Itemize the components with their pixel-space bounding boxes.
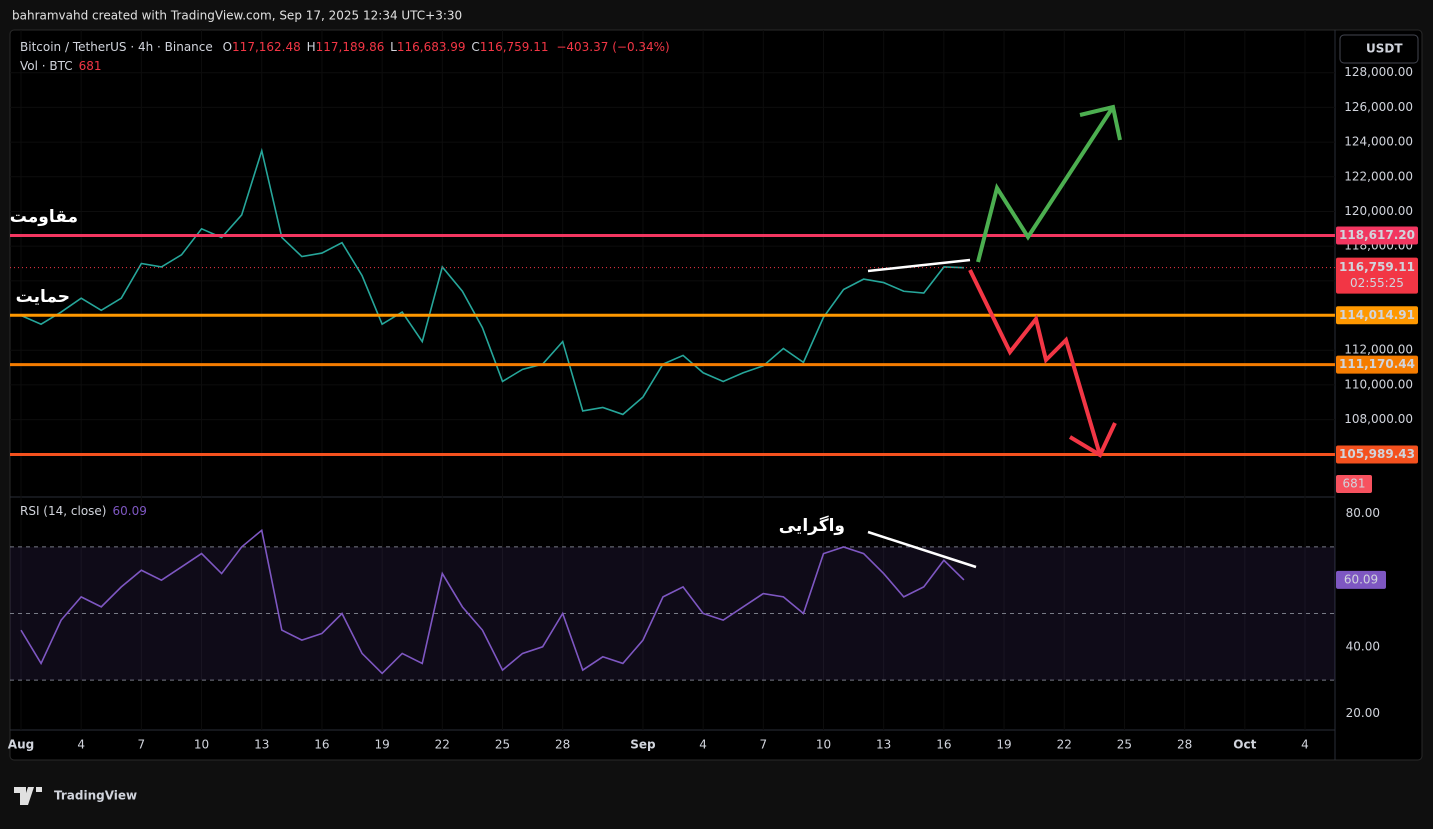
x-tick-label: 4 [1301, 738, 1309, 752]
y-tick-label: 108,000.00 [1344, 412, 1413, 426]
series-line [20, 528, 965, 675]
x-tick-label: 7 [759, 738, 767, 752]
symbol: Bitcoin / TetherUS · 4h · Binance [20, 40, 213, 54]
legend: Bitcoin / TetherUS · 4h · Binance O117,1… [20, 40, 670, 54]
level-label: 105,989.43 [1339, 447, 1415, 461]
close-label: C [471, 40, 479, 54]
volume: 681 [79, 59, 102, 73]
y-tick-label: 128,000.00 [1344, 65, 1413, 79]
volume-badge: 681 [1343, 477, 1366, 491]
volume-legend: Vol · BTC 681 [20, 59, 102, 73]
y-tick-label: 124,000.00 [1344, 135, 1413, 149]
x-tick-label: 19 [996, 738, 1011, 752]
bear-arrow [968, 269, 1102, 456]
rsi-label: RSI (14, close) [20, 504, 106, 518]
x-tick-label: 16 [936, 738, 951, 752]
last-price-box [1336, 257, 1418, 294]
support-label: حمایت [16, 287, 70, 307]
rsi-last-box [1336, 570, 1386, 589]
x-tick-label: 10 [194, 738, 209, 752]
level-box [1336, 306, 1418, 325]
x-tick-label: 10 [816, 738, 831, 752]
rsi-legend: RSI (14, close) 60.09 [20, 504, 147, 518]
x-tick-label: Aug [8, 738, 34, 752]
x-tick-label: 19 [374, 738, 389, 752]
volume-box [1336, 475, 1372, 493]
y-tick-label: 112,000.00 [1344, 343, 1413, 357]
x-tick-label: Sep [630, 738, 656, 752]
brand-name: TradingView [54, 789, 137, 803]
x-tick-label: 28 [1177, 738, 1192, 752]
bull-arrow [976, 105, 1115, 263]
level-box [1336, 445, 1418, 464]
last-price-label: 116,759.11 [1339, 260, 1415, 274]
x-tick-label: 28 [555, 738, 570, 752]
level-box [1336, 226, 1418, 245]
x-tick-label: 25 [495, 738, 510, 752]
x-tick-label: 4 [77, 738, 85, 752]
rsi-value: 60.09 [112, 504, 146, 518]
rsi-tick-label: 20.00 [1346, 706, 1380, 720]
x-tick-label: 13 [254, 738, 269, 752]
bear-arrow-head [1068, 422, 1117, 458]
x-tick-label: 25 [1117, 738, 1132, 752]
high: 117,189.86 [316, 40, 385, 54]
currency-button[interactable] [1339, 34, 1419, 64]
divergence-label: واگرایی [779, 515, 845, 536]
x-tick-label: 4 [699, 738, 707, 752]
x-tick-label: 22 [435, 738, 450, 752]
open-label: O [223, 40, 232, 54]
currency[interactable]: USDT [1366, 42, 1403, 56]
rsi-tick-label: 80.00 [1346, 506, 1380, 520]
open: 117,162.48 [232, 40, 301, 54]
header: bahramvahd created with TradingView.com,… [12, 9, 462, 23]
brand-logo [14, 787, 42, 805]
rsi-last-label: 60.09 [1344, 572, 1378, 586]
x-tick-label: 7 [138, 738, 146, 752]
series-line [20, 147, 964, 416]
y-tick-label: 110,000.00 [1344, 377, 1413, 391]
plot [10, 30, 1335, 730]
bull-arrow-head [1079, 104, 1122, 141]
chart-frame [9, 29, 1423, 761]
x-tick-label: 22 [1057, 738, 1072, 752]
change: −403.37 (−0.34%) [556, 40, 669, 54]
axes: Aug 4 7 10 13 16 19 22 25 28 Sep 4 7 10 13 16 19 22 25 28 Oc… [8, 65, 1418, 752]
brand: TradingView [14, 787, 137, 805]
rsi-divergence-line [867, 530, 977, 569]
x-tick-label: Oct [1233, 738, 1256, 752]
x-tick-label: 16 [314, 738, 329, 752]
level-box [1336, 355, 1418, 374]
resistance-label: مقاومت [10, 207, 78, 227]
close: 116,759.11 [480, 40, 549, 54]
level-label: 111,170.44 [1339, 357, 1415, 371]
y-tick-label: 120,000.00 [1344, 204, 1413, 218]
level-label: 118,617.20 [1339, 228, 1415, 242]
x-tick-label: 13 [876, 738, 891, 752]
y-tick-label: 126,000.00 [1344, 100, 1413, 114]
volume-label: Vol · BTC [20, 59, 73, 73]
rsi-tick-label: 40.00 [1346, 639, 1380, 653]
low: 116,683.99 [397, 40, 466, 54]
countdown: 02:55:25 [1350, 276, 1404, 290]
high-label: H [307, 40, 316, 54]
y-tick-label: 122,000.00 [1344, 169, 1413, 183]
price-divergence-line [867, 258, 971, 273]
rsi-band-fill [10, 546, 1335, 681]
low-label: L [390, 40, 397, 54]
level-label: 114,014.91 [1339, 308, 1415, 322]
